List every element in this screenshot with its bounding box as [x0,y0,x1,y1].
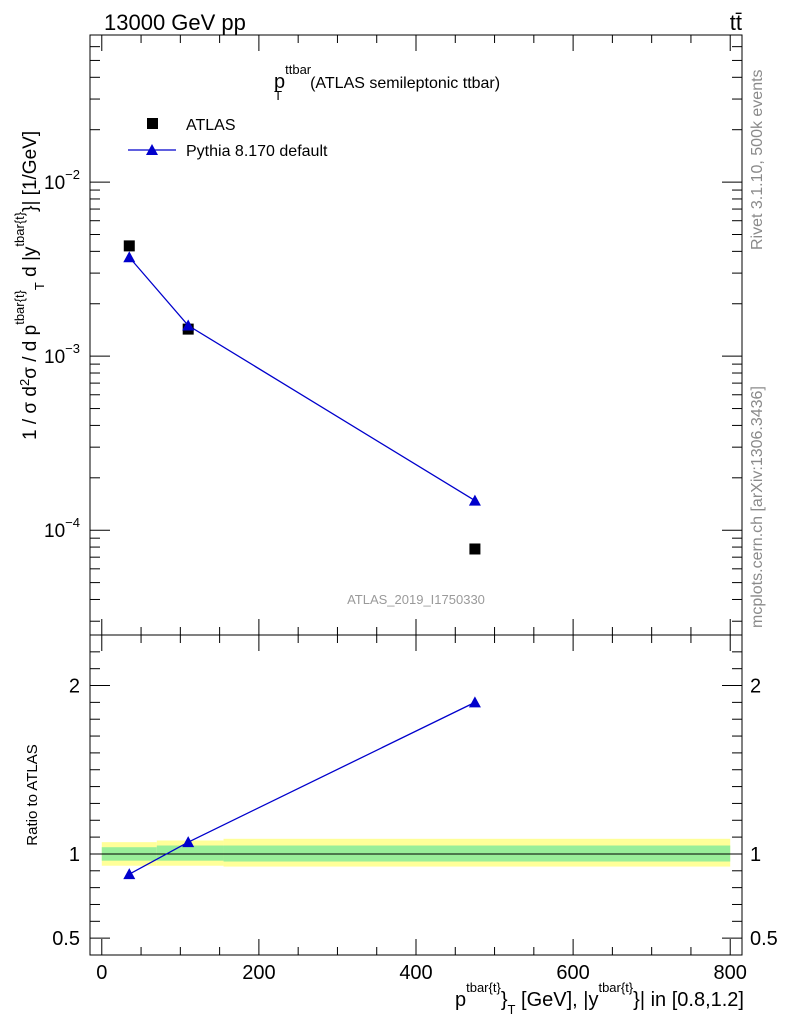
pythia-point [182,319,195,331]
x-tick-label: 200 [242,962,275,984]
atlas-point [469,543,481,555]
ratio-axis-ticks [90,634,742,956]
ratio-panel: 0.5 0.51 12 2 0 200 400 600 800 Ratio to ATLAS … [24,634,778,1017]
main-y-tick-label: 10−4 [44,515,80,542]
atlas-point [123,240,135,252]
legend-label-pythia: Pythia 8.170 default [186,143,328,160]
ratio-pythia-point [468,696,481,708]
mcplots-label: mcplots.cern.ch [arXiv:1306.3436] [749,386,766,628]
analysis-watermark: ATLAS_2019_I1750330 [347,592,485,607]
title-sub: T [274,88,282,103]
ratio-pythia-point [182,836,195,848]
main-series-line-1 [128,256,476,502]
x-tick-label: 600 [556,962,589,984]
main-y-tick-label: 10−2 [44,167,80,194]
main-panel: 10−4 10−3 10−2 pttbar T (ATLAS semileptonic … [12,34,743,636]
x-tick-label: 800 [714,962,747,984]
title-rest: (ATLAS semileptonic ttbar) [310,75,500,92]
x-axis-label: ptbar{t}}T [GeV], |ytbar{t}}| in [0.8,1.… [455,980,744,1017]
rivet-version-label: Rivet 3.1.10, 500k events [749,69,766,250]
main-y-tick-label: 10−3 [44,341,80,368]
ratio-uncertainty-bands [101,838,731,867]
ratio-y-tick-label-right: 2 [750,676,761,698]
ratio-inner-band [156,845,224,861]
ratio-y-tick-label-right: 1 [750,844,761,866]
ratio-y-tick-label: 0.5 [52,928,80,950]
x-tick-labels: 0 200 400 600 800 [96,962,747,984]
pythia-point [468,494,481,506]
main-y-axis-label: 1 / σ d2σ / d ptbar{t}T d |ytbar{t}}| [1… [12,131,47,440]
legend: ATLAS Pythia 8.170 default [128,117,328,160]
ratio-pythia-point [123,868,136,880]
main-axis-ticks [90,34,742,635]
title-sup: ttbar [285,62,312,77]
main-y-tick-labels: 10−4 10−3 10−2 [44,167,80,542]
ratio-y-tick-label-right: 0.5 [750,928,778,950]
legend-marker-atlas [147,118,158,129]
title-main: p [274,71,285,93]
plot-title: pttbar T (ATLAS semileptonic ttbar) [274,62,500,103]
header-right: tt̄ [730,10,742,35]
ratio-y-tick-label: 1 [69,844,80,866]
header-left: 13000 GeV pp [104,10,246,35]
main-data [123,240,481,555]
legend-label-atlas: ATLAS [186,117,236,134]
ratio-y-tick-label: 2 [69,676,80,698]
x-tick-label: 400 [399,962,432,984]
pythia-point [123,251,136,263]
ratio-data [123,696,481,880]
ratio-y-axis-label: Ratio to ATLAS [24,744,41,845]
ratio-y-tick-labels: 0.5 0.5 1 1 2 2 [52,676,778,951]
ratio-frame [89,634,743,956]
x-tick-label: 0 [96,962,107,984]
legend-marker-pythia [146,144,158,155]
